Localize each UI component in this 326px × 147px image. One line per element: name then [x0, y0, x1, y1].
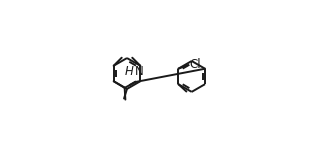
- Text: N: N: [135, 65, 144, 78]
- Text: Cl: Cl: [189, 58, 200, 71]
- Text: H: H: [125, 65, 133, 78]
